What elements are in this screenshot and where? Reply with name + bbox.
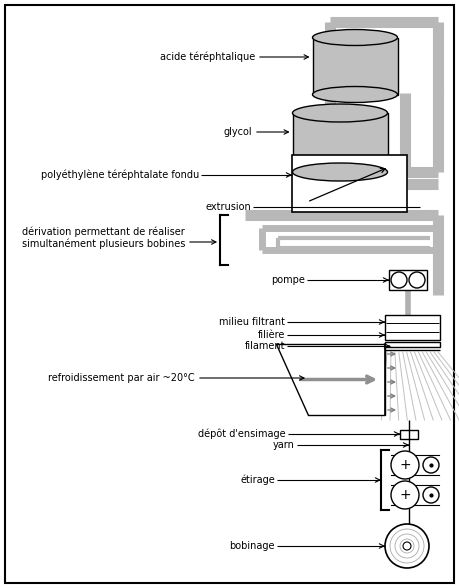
Ellipse shape (313, 86, 397, 102)
Text: refroidissement par air ~20°C: refroidissement par air ~20°C (48, 373, 195, 383)
Bar (292, 155, 407, 212)
Circle shape (423, 487, 439, 503)
Ellipse shape (313, 86, 397, 102)
Polygon shape (276, 344, 385, 415)
Text: étirage: étirage (240, 475, 275, 485)
Text: filament: filament (245, 341, 285, 351)
Text: milieu filtrant: milieu filtrant (219, 317, 285, 327)
Text: acide téréphtalique: acide téréphtalique (160, 52, 255, 62)
Text: dépôt d'ensimage: dépôt d'ensimage (198, 429, 286, 439)
Circle shape (409, 272, 425, 288)
Circle shape (391, 451, 419, 479)
Circle shape (423, 457, 439, 473)
Text: +: + (399, 488, 411, 502)
Ellipse shape (313, 29, 397, 45)
Circle shape (391, 481, 419, 509)
Bar (313, 38, 397, 95)
Text: glycol: glycol (224, 127, 252, 137)
Text: filière: filière (257, 330, 285, 340)
Circle shape (385, 524, 429, 568)
Circle shape (391, 272, 407, 288)
Text: bobinage: bobinage (230, 541, 275, 551)
Text: polyéthylène téréphtalate fondu: polyéthylène téréphtalate fondu (41, 170, 199, 181)
Bar (292, 113, 387, 172)
Ellipse shape (292, 163, 387, 181)
Bar (389, 270, 427, 290)
Bar (385, 315, 440, 340)
Bar (400, 430, 418, 439)
Text: yarn: yarn (273, 440, 295, 450)
Text: dérivation permettant de réaliser
simultanément plusieurs bobines: dérivation permettant de réaliser simult… (22, 226, 185, 249)
Ellipse shape (292, 104, 387, 122)
Bar (385, 342, 440, 347)
Text: extrusion: extrusion (205, 202, 251, 212)
Circle shape (403, 542, 411, 550)
Text: pompe: pompe (271, 275, 305, 285)
Text: +: + (399, 458, 411, 472)
